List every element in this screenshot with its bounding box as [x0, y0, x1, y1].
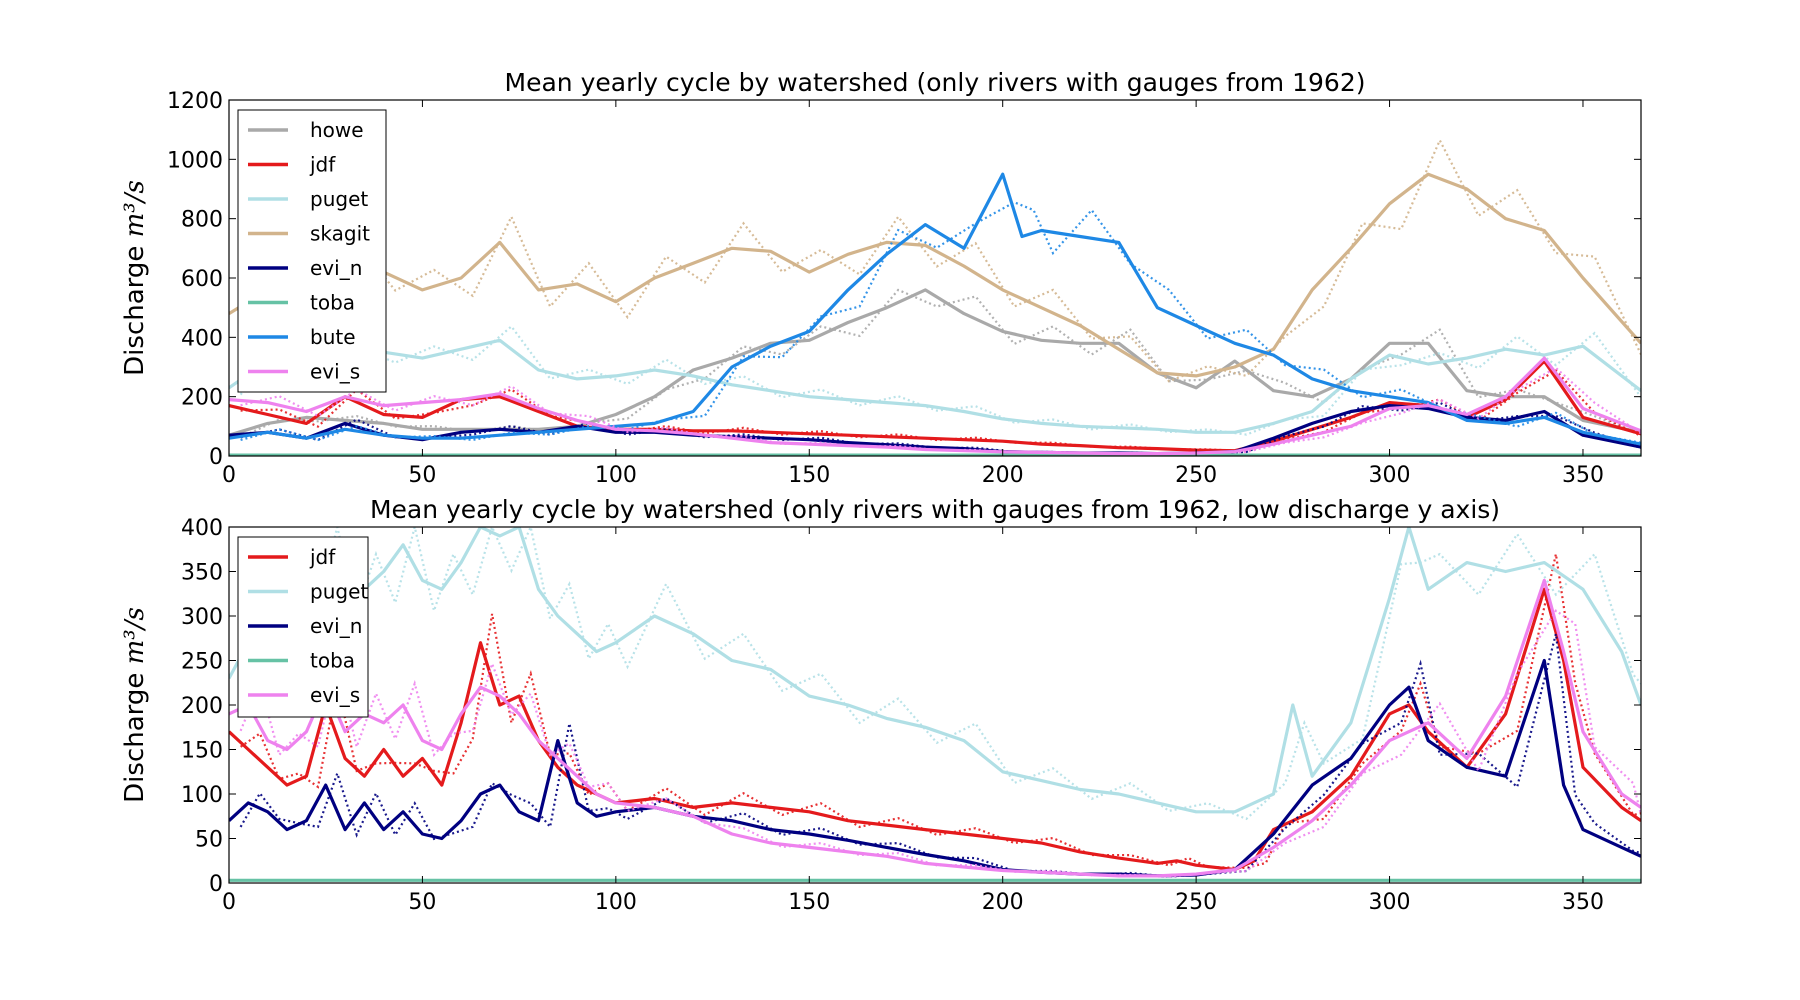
- x-tick-label: 0: [222, 890, 236, 915]
- legend-label-jdf: jdf: [309, 153, 336, 177]
- legend-label-evi_n: evi_n: [310, 256, 362, 280]
- y-tick-label: 200: [181, 386, 223, 411]
- series-howe-dotted: [240, 288, 1641, 439]
- legend-label-toba: toba: [310, 291, 355, 315]
- series-puget-line: [229, 527, 1641, 814]
- x-tick-label: 150: [788, 890, 830, 915]
- y-tick-label: 0: [209, 445, 223, 470]
- y-tick-label: 1200: [167, 89, 223, 114]
- legend-label-toba: toba: [310, 649, 355, 673]
- series-skagit-dotted: [239, 137, 1641, 383]
- x-tick-label: 300: [1369, 463, 1411, 488]
- y-tick-label: 800: [181, 208, 223, 233]
- y-tick-label: 150: [181, 739, 223, 764]
- series-evi_n-line: [229, 658, 1641, 878]
- legend-label-evi_s: evi_s: [310, 683, 360, 707]
- series-evi_n-line: [229, 404, 1641, 456]
- x-tick-label: 350: [1562, 463, 1604, 488]
- x-tick-label: 50: [408, 463, 436, 488]
- y-tick-label: 600: [181, 267, 223, 292]
- y-tick-label: 400: [181, 516, 223, 541]
- y-tick-label: 1000: [167, 148, 223, 173]
- y-tick-label: 300: [181, 605, 223, 630]
- x-tick-label: 350: [1562, 890, 1604, 915]
- x-tick-label: 250: [1175, 890, 1217, 915]
- x-tick-label: 300: [1369, 890, 1411, 915]
- legend-label-evi_n: evi_n: [310, 614, 362, 638]
- series-bute-line: [229, 172, 1641, 446]
- legend-label-howe: howe: [310, 118, 364, 142]
- chart-title: Mean yearly cycle by watershed (only riv…: [505, 68, 1366, 97]
- y-tick-label: 250: [181, 650, 223, 675]
- x-tick-label: 200: [982, 463, 1024, 488]
- series-evi_n-dotted: [239, 633, 1641, 878]
- x-tick-label: 250: [1175, 463, 1217, 488]
- series-howe-line: [229, 288, 1641, 437]
- x-tick-label: 50: [408, 890, 436, 915]
- y-tick-label: 350: [181, 561, 223, 586]
- x-tick-label: 100: [595, 463, 637, 488]
- series-jdf-dotted: [239, 553, 1641, 870]
- chart-2: 0 50 100 150 200 250 300 350 0 50 100 150 200 250 300 3…: [120, 495, 1642, 915]
- series-lines: [229, 527, 1641, 882]
- series-puget-line: [229, 338, 1641, 434]
- y-axis-label: Discharge m³/s: [120, 607, 150, 803]
- x-tick-label: 0: [222, 463, 236, 488]
- x-tick-label: 200: [982, 890, 1024, 915]
- series-skagit-line: [229, 172, 1641, 378]
- series-evi_s-line: [229, 356, 1641, 456]
- y-tick-label: 0: [209, 872, 223, 897]
- y-tick-label: 400: [181, 326, 223, 351]
- series-bute-dotted: [240, 201, 1641, 444]
- x-tick-label: 100: [595, 890, 637, 915]
- series-evi_s-dotted: [239, 609, 1641, 878]
- y-tick-label: 100: [181, 783, 223, 808]
- legend-label-puget: puget: [310, 187, 368, 211]
- series-puget-dotted: [239, 324, 1641, 436]
- legend-label-bute: bute: [310, 325, 356, 349]
- series-jdf-line: [229, 587, 1641, 872]
- chart-1: 0 50 100 150 200 250 300 350 0 200 400 600 800 1000 12…: [120, 68, 1642, 488]
- series-evi_s-line: [229, 578, 1641, 878]
- legend-label-puget: puget: [310, 580, 368, 604]
- x-tick-label: 150: [788, 463, 830, 488]
- y-tick-label: 200: [181, 694, 223, 719]
- series-lines: [229, 137, 1641, 456]
- series-puget-dotted: [239, 527, 1641, 821]
- legend-label-skagit: skagit: [310, 222, 370, 246]
- legend-label-jdf: jdf: [309, 545, 336, 569]
- chart-title: Mean yearly cycle by watershed (only riv…: [370, 495, 1500, 524]
- y-axis-label: Discharge m³/s: [120, 180, 150, 376]
- series-evi_s-dotted: [240, 366, 1641, 456]
- y-tick-label: 50: [195, 828, 223, 853]
- legend-label-evi_s: evi_s: [310, 360, 360, 384]
